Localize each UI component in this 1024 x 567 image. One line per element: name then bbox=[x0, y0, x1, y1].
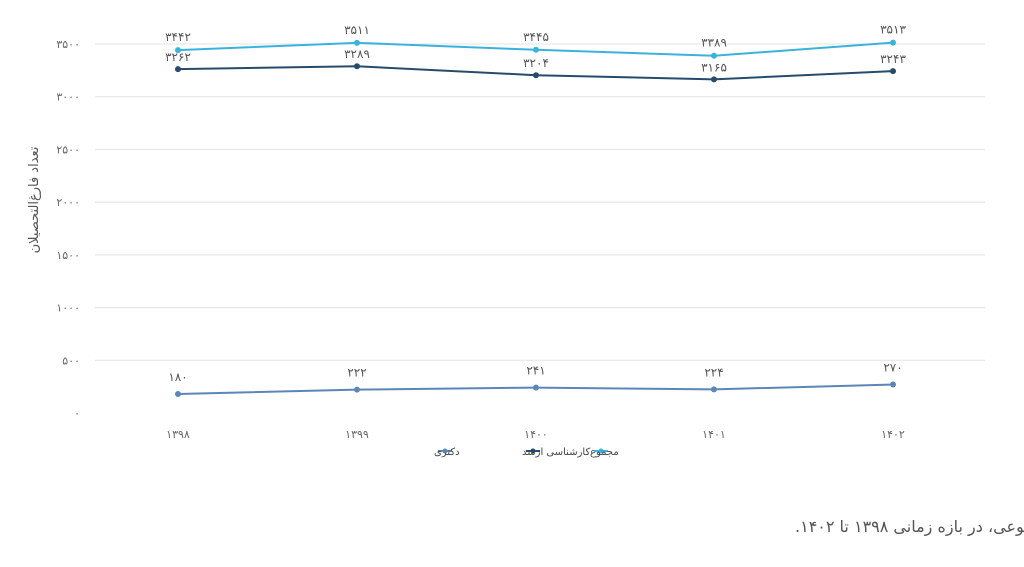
data-point bbox=[890, 68, 896, 75]
data-label: ۳۲۴۳ bbox=[880, 52, 906, 66]
series-lines bbox=[175, 39, 896, 398]
legend-marker bbox=[530, 448, 536, 454]
figure-caption: تعداد فارغ‌التحصیلان مهندسی کامپیوتر مرت… bbox=[795, 517, 1024, 537]
legend-label: دکتری bbox=[434, 447, 460, 458]
data-point bbox=[711, 386, 717, 393]
x-tick-label: ۱۴۰۰ bbox=[524, 428, 548, 441]
data-point bbox=[175, 391, 181, 398]
x-tick-label: ۱۴۰۱ bbox=[702, 428, 726, 441]
legend-label: کارشناسی ارشد bbox=[522, 447, 590, 458]
data-label: ۳۵۱۳ bbox=[880, 23, 906, 37]
data-point bbox=[533, 46, 539, 53]
data-point bbox=[890, 39, 896, 46]
y-tick-label: ۲۰۰۰ bbox=[56, 196, 80, 209]
data-point bbox=[354, 39, 360, 46]
x-tick-label: ۱۴۰۲ bbox=[881, 428, 905, 441]
y-tick-label: ۵۰۰ bbox=[62, 354, 80, 367]
data-point bbox=[175, 47, 181, 54]
data-label: ۲۴۱ bbox=[526, 364, 545, 378]
data-point bbox=[890, 381, 896, 388]
y-axis-ticks: ۰ ۵۰۰ ۱۰۰۰ ۱۵۰۰ ۲۰۰۰ ۲۵۰۰ ۳۰۰۰ ۳۵۰۰ bbox=[56, 38, 80, 420]
y-tick-label: ۰ bbox=[74, 407, 80, 420]
data-label: ۳۲۶۲ bbox=[165, 50, 191, 64]
x-tick-label: ۱۳۹۸ bbox=[166, 428, 190, 441]
y-tick-label: ۱۰۰۰ bbox=[56, 302, 80, 315]
data-label: ۲۲۴ bbox=[704, 365, 723, 379]
data-label: ۱۸۰ bbox=[168, 370, 187, 384]
data-label: ۲۲۲ bbox=[347, 366, 366, 380]
y-tick-label: ۳۰۰۰ bbox=[56, 91, 80, 104]
data-label: ۳۵۱۱ bbox=[344, 23, 370, 37]
x-axis-ticks: ۱۳۹۸ ۱۳۹۹ ۱۴۰۰ ۱۴۰۱ ۱۴۰۲ bbox=[166, 428, 905, 441]
data-label: ۳۱۶۵ bbox=[701, 60, 727, 74]
legend-marker bbox=[598, 448, 604, 454]
data-labels: ۳۴۴۲ ۳۵۱۱ ۳۴۴۵ ۳۳۸۹ ۳۵۱۳ ۳۲۶۲ ۳۲۸۹ ۳۲۰۴ ۳۱۶۵ ۳۲۴۳… bbox=[165, 23, 906, 384]
data-point bbox=[711, 52, 717, 59]
legend-marker bbox=[442, 448, 448, 454]
y-axis-label: تعداد فارغ‌التحصیلان bbox=[27, 146, 42, 253]
data-label: ۳۲۸۹ bbox=[344, 47, 370, 61]
data-label: ۲۷۰ bbox=[883, 361, 902, 375]
y-tick-label: ۳۵۰۰ bbox=[56, 38, 80, 51]
y-tick-label: ۲۵۰۰ bbox=[56, 143, 80, 156]
x-tick-label: ۱۳۹۹ bbox=[345, 428, 369, 441]
data-point bbox=[175, 66, 181, 73]
data-label: ۳۳۸۹ bbox=[701, 36, 727, 50]
data-point bbox=[354, 386, 360, 393]
legend-label: مجموع bbox=[590, 447, 619, 458]
data-label: ۳۲۰۴ bbox=[523, 56, 549, 70]
y-tick-label: ۱۵۰۰ bbox=[56, 249, 80, 262]
data-point bbox=[354, 63, 360, 70]
data-label: ۳۴۴۵ bbox=[523, 30, 549, 44]
gridlines bbox=[95, 43, 985, 361]
data-point bbox=[533, 72, 539, 79]
data-label: ۳۴۴۲ bbox=[165, 30, 191, 44]
data-point bbox=[711, 76, 717, 83]
data-point bbox=[533, 384, 539, 391]
